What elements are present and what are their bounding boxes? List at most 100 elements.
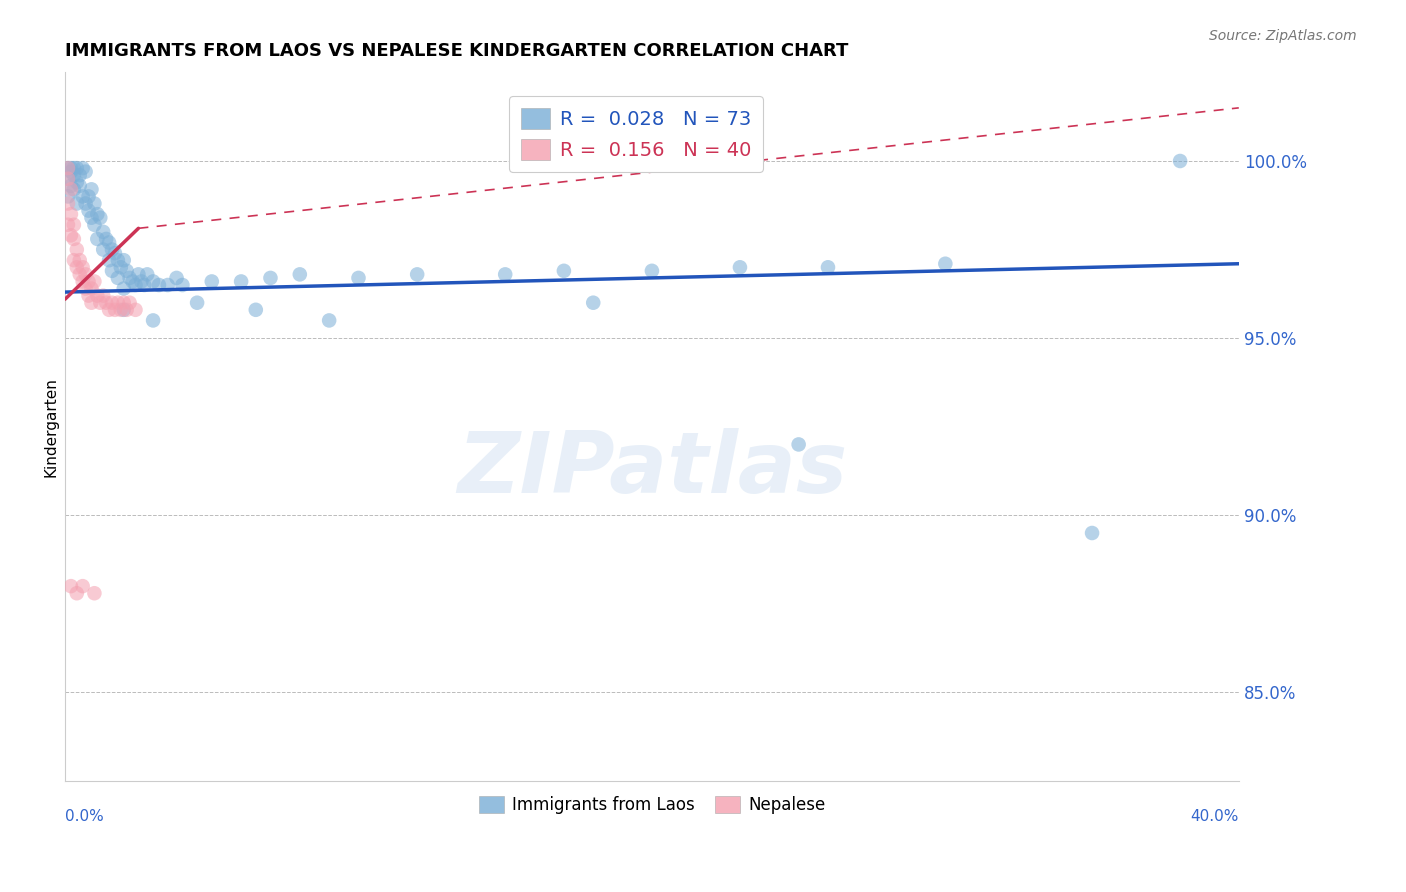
Point <box>72 260 94 275</box>
Point <box>75 268 97 282</box>
Point <box>121 275 143 289</box>
Point <box>124 278 146 293</box>
Point <box>77 288 100 302</box>
Point <box>156 278 179 293</box>
Point <box>63 182 86 196</box>
Point <box>72 275 94 289</box>
Point <box>77 189 100 203</box>
Point <box>131 275 153 289</box>
Point <box>582 295 605 310</box>
Point <box>118 271 141 285</box>
Point <box>86 207 108 221</box>
Point <box>245 302 267 317</box>
Text: ZIPatlas: ZIPatlas <box>457 428 846 511</box>
Point <box>66 243 89 257</box>
Point <box>172 278 194 293</box>
Point <box>94 232 117 246</box>
Point <box>59 161 82 175</box>
Point <box>80 211 103 225</box>
Point <box>69 168 91 182</box>
Point <box>186 295 208 310</box>
Point <box>56 189 79 203</box>
Point <box>124 302 146 317</box>
Point <box>107 253 129 268</box>
Point <box>83 586 105 600</box>
Point <box>142 275 165 289</box>
Point <box>1081 526 1104 541</box>
Point <box>101 264 124 278</box>
Point <box>494 268 516 282</box>
Point <box>69 253 91 268</box>
Text: Source: ZipAtlas.com: Source: ZipAtlas.com <box>1209 29 1357 44</box>
Point <box>72 161 94 175</box>
Point <box>107 271 129 285</box>
Point <box>63 168 86 182</box>
Point <box>63 218 86 232</box>
Point <box>406 268 429 282</box>
Point <box>134 278 156 293</box>
Point <box>77 275 100 289</box>
Point <box>69 268 91 282</box>
Point <box>115 264 138 278</box>
Point <box>56 196 79 211</box>
Point <box>110 302 132 317</box>
Point <box>59 178 82 193</box>
Point <box>59 182 82 196</box>
Point <box>728 260 751 275</box>
Point <box>112 302 135 317</box>
Point <box>59 207 82 221</box>
Point <box>75 164 97 178</box>
Point <box>110 260 132 275</box>
Point <box>66 586 89 600</box>
Legend: Immigrants from Laos, Nepalese: Immigrants from Laos, Nepalese <box>470 788 834 822</box>
Point <box>787 437 810 451</box>
Point <box>83 218 105 232</box>
Point <box>91 288 114 302</box>
Point <box>112 253 135 268</box>
Point <box>56 171 79 186</box>
Point <box>63 232 86 246</box>
Point <box>56 161 79 175</box>
Point <box>80 281 103 295</box>
Point <box>229 275 252 289</box>
Point <box>115 302 138 317</box>
Point <box>56 171 79 186</box>
Point <box>91 225 114 239</box>
Point <box>127 268 149 282</box>
Point <box>288 268 311 282</box>
Point <box>98 302 121 317</box>
Point <box>104 246 127 260</box>
Point <box>641 264 664 278</box>
Point <box>75 281 97 295</box>
Point <box>89 295 111 310</box>
Point <box>934 257 956 271</box>
Point <box>112 281 135 295</box>
Point <box>83 275 105 289</box>
Point <box>136 268 159 282</box>
Point <box>86 232 108 246</box>
Point <box>101 295 124 310</box>
Point <box>101 243 124 257</box>
Point <box>66 161 89 175</box>
Point <box>72 189 94 203</box>
Point <box>86 288 108 302</box>
Point <box>59 579 82 593</box>
Point <box>347 271 370 285</box>
Point <box>98 253 121 268</box>
Point <box>89 211 111 225</box>
Point <box>107 295 129 310</box>
Point <box>80 295 103 310</box>
Point <box>318 313 340 327</box>
Point <box>66 196 89 211</box>
Point <box>817 260 839 275</box>
Point <box>56 218 79 232</box>
Point <box>63 161 86 175</box>
Point <box>1168 153 1191 168</box>
Point <box>553 264 575 278</box>
Point <box>112 295 135 310</box>
Point <box>77 203 100 218</box>
Point <box>148 278 170 293</box>
Point <box>201 275 224 289</box>
Point <box>166 271 188 285</box>
Point <box>80 182 103 196</box>
